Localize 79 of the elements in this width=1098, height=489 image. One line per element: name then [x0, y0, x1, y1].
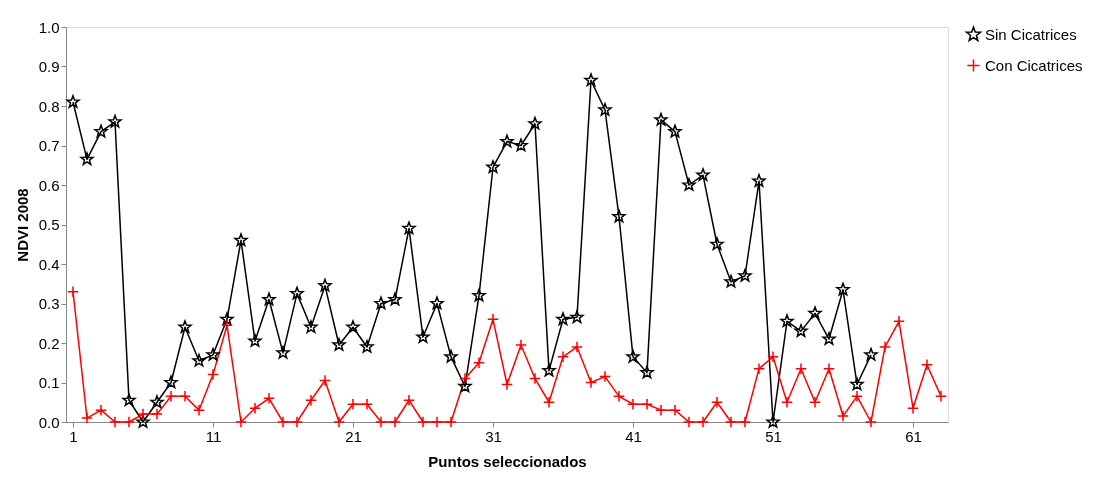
point	[836, 282, 850, 296]
point	[710, 237, 724, 251]
legend-label: Con Cicatrices	[985, 56, 1083, 74]
legend-label: Sin Cicatrices	[985, 25, 1077, 43]
point	[626, 349, 640, 363]
point	[682, 177, 696, 191]
point	[724, 274, 738, 288]
point	[500, 134, 514, 148]
y-tick-label: 0.5	[38, 216, 60, 233]
point	[598, 102, 612, 116]
point	[472, 288, 486, 302]
point	[766, 414, 780, 428]
y-tick-label: 0.4	[38, 255, 60, 273]
y-tick-label: 0.0	[38, 413, 60, 431]
point	[304, 320, 318, 334]
point	[80, 152, 94, 166]
point	[738, 268, 752, 282]
y-tick-label: 1.0	[38, 18, 60, 36]
x-tick-label: 11	[205, 427, 222, 445]
point	[66, 95, 80, 108]
y-tick-label: 0.6	[38, 176, 60, 194]
x-tick-label: 41	[625, 427, 642, 445]
point	[108, 114, 122, 128]
x-tick-label: 51	[765, 427, 782, 445]
y-tick-label: 0.2	[38, 334, 60, 352]
point	[486, 160, 500, 174]
point	[360, 339, 374, 353]
x-tick-label: 1	[69, 427, 78, 445]
x-axis-title: Puntos seleccionados	[428, 452, 587, 470]
y-tick-label: 0.9	[38, 58, 60, 75]
point	[346, 320, 360, 334]
y-tick-label: 0.3	[38, 295, 60, 312]
point	[388, 292, 402, 306]
point	[374, 296, 388, 310]
point	[192, 353, 206, 367]
y-tick-label: 0.7	[38, 137, 60, 154]
point	[234, 233, 248, 247]
point	[668, 124, 682, 138]
point	[318, 278, 332, 292]
point	[416, 330, 430, 343]
point	[542, 363, 556, 377]
point	[430, 296, 444, 310]
point	[164, 375, 178, 389]
point	[262, 292, 276, 306]
x-tick-label: 31	[485, 427, 502, 445]
point	[850, 377, 864, 391]
point	[332, 337, 346, 351]
y-tick-label: 0.1	[38, 374, 60, 391]
point	[206, 347, 220, 361]
point	[808, 306, 822, 320]
point	[276, 345, 290, 359]
point	[794, 324, 808, 337]
x-tick-label: 61	[905, 427, 922, 445]
point	[752, 174, 766, 187]
point	[444, 349, 458, 363]
point	[514, 138, 528, 152]
point	[122, 393, 136, 407]
y-axis-title: NDVI 2008	[13, 188, 31, 262]
point	[612, 209, 626, 223]
point	[822, 332, 836, 345]
point	[290, 286, 304, 300]
point	[556, 312, 570, 326]
point	[780, 314, 794, 328]
point	[458, 379, 472, 393]
point	[654, 112, 668, 126]
point	[178, 320, 192, 334]
point	[570, 310, 584, 324]
point	[150, 395, 164, 409]
point	[584, 73, 598, 87]
point	[864, 347, 878, 361]
point	[640, 365, 654, 379]
point	[528, 116, 542, 130]
point	[220, 312, 234, 326]
point	[402, 221, 416, 235]
point	[248, 333, 262, 347]
x-tick-label: 21	[345, 427, 362, 445]
point	[94, 124, 108, 138]
y-tick-label: 0.8	[38, 97, 60, 115]
point	[696, 168, 710, 181]
